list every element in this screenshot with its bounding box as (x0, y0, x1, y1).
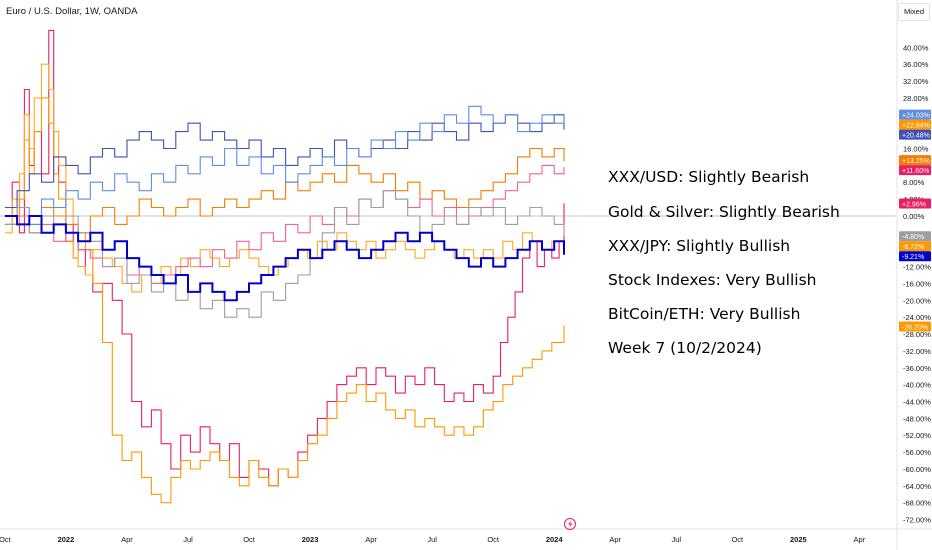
y-tick-label: -64.00% (903, 482, 931, 491)
y-tick-label: 32.00% (903, 77, 929, 86)
last-value-badge-label: -6.72% (902, 244, 924, 251)
x-tick-label: Apr (609, 535, 621, 544)
last-value-badge-label: +20.48% (902, 133, 930, 140)
y-tick-label: 0.00% (903, 212, 925, 221)
last-value-badge (899, 251, 931, 262)
x-tick-label: 2022 (58, 535, 75, 544)
series-line-1 (4, 97, 565, 504)
x-tick-label: Jul (183, 535, 193, 544)
y-tick-label: -36.00% (903, 364, 931, 373)
y-tick-label: 8.00% (903, 178, 925, 187)
x-tick-label: 2025 (790, 535, 807, 544)
week-label: Week 7 (10/2/2024) (608, 339, 762, 357)
lightning-icon-ring (564, 518, 576, 530)
x-tick-label: Oct (243, 535, 256, 544)
x-tick-label: Oct (0, 535, 12, 544)
series-line-5 (4, 114, 565, 209)
x-tick-label: Apr (121, 535, 133, 544)
sentiment-xxx-usd: XXX/USD: Slightly Bearish (608, 168, 810, 186)
last-value-badge (899, 119, 931, 130)
y-tick-label: -28.00% (903, 330, 931, 339)
y-tick-label: 16.00% (903, 145, 929, 154)
sentiment-gold-silver: Gold & Silver: Slightly Bearish (608, 203, 840, 221)
y-tick-label: -44.00% (903, 398, 931, 407)
y-tick-label: -52.00% (903, 431, 931, 440)
last-value-badge (899, 241, 931, 252)
y-tick-label: -32.00% (903, 347, 931, 356)
lightning-icon (564, 518, 576, 530)
series-line-7 (4, 190, 565, 318)
x-tick-label: 2023 (302, 535, 319, 544)
y-tick-label: -60.00% (903, 465, 931, 474)
last-value-badge (899, 198, 931, 209)
last-value-badge (899, 231, 931, 242)
y-tick-label: -20.00% (903, 296, 931, 305)
y-tick-label: -16.00% (903, 279, 931, 288)
sentiment-stock-indexes: Stock Indexes: Very Bullish (608, 271, 817, 289)
last-value-badge (899, 165, 931, 176)
x-tick-label: Jul (427, 535, 437, 544)
series-line-2 (4, 63, 565, 293)
scale-mode-button[interactable]: Mixed (898, 3, 930, 21)
last-value-badge (899, 109, 931, 120)
symbol-title: Euro / U.S. Dollar, 1W, OANDA (6, 6, 138, 17)
sentiment-xxx-jpy: XXX/JPY: Slightly Bullish (608, 237, 791, 255)
y-tick-label: 40.00% (903, 43, 929, 52)
y-tick-label: 28.00% (903, 94, 929, 103)
last-value-badge (899, 155, 931, 166)
last-value-badge (899, 129, 931, 140)
y-tick-label: -12.00% (903, 263, 931, 272)
last-value-badge-label: -9.21% (902, 254, 924, 261)
y-tick-label: -72.00% (903, 516, 931, 525)
y-tick-label: -48.00% (903, 414, 931, 423)
last-value-badge-label: +13.25% (902, 158, 930, 165)
last-value-badge-label: +24.03% (902, 113, 930, 120)
sentiment-bitcoin-eth: BitCoin/ETH: Very Bullish (608, 305, 801, 323)
y-tick-label: -68.00% (903, 499, 931, 508)
last-value-badge-label: +2.96% (902, 201, 926, 208)
x-tick-label: Jul (671, 535, 681, 544)
last-value-badge-label: +22.64% (902, 123, 930, 130)
y-tick-label: -40.00% (903, 381, 931, 390)
series-line-3 (4, 147, 565, 234)
y-tick-label: -56.00% (903, 448, 931, 457)
lightning-icon-bolt (568, 520, 573, 528)
y-tick-label: -24.00% (903, 313, 931, 322)
x-tick-label: Oct (731, 535, 744, 544)
last-value-badge-label: +11.60% (902, 168, 929, 175)
y-tick-label: 36.00% (903, 60, 929, 69)
last-value-badge (899, 321, 931, 332)
series-line-6 (4, 105, 565, 225)
x-tick-label: Apr (854, 535, 866, 544)
series-line-8 (4, 215, 565, 302)
last-value-badge-label: -4.80% (902, 234, 924, 241)
x-tick-label: 2024 (546, 535, 564, 544)
last-value-badge-label: -26.20% (902, 324, 928, 331)
x-tick-label: Apr (365, 535, 377, 544)
x-tick-label: Oct (487, 535, 500, 544)
